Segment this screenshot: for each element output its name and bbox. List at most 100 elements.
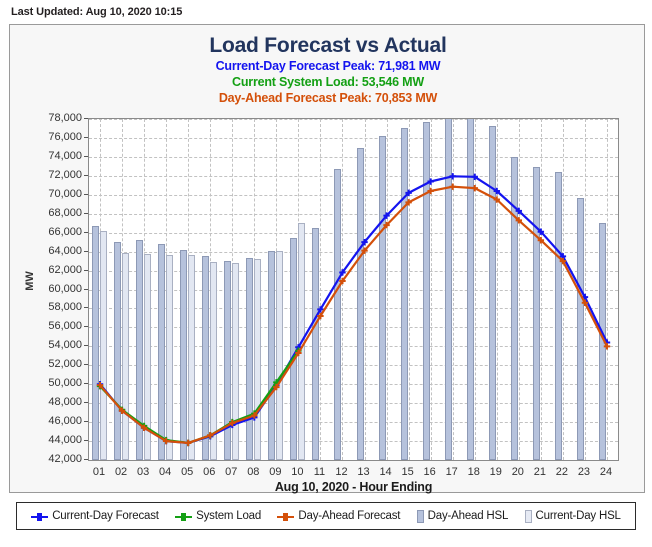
gridline-vertical (430, 119, 432, 460)
bar-current-day-hsl (254, 259, 262, 460)
x-axis-tick-label: 06 (203, 466, 216, 478)
bar-current-day-hsl (144, 253, 152, 460)
bar-day-ahead-hsl (510, 156, 518, 460)
bar-current-day-hsl (166, 255, 174, 460)
y-axis-tick-mark (84, 288, 88, 290)
x-axis-tick-label: 10 (291, 466, 304, 478)
x-axis-tick-label: 24 (599, 466, 613, 478)
legend-line-marker-icon (31, 511, 49, 522)
x-axis-tick-label: 01 (92, 466, 106, 478)
gridline-vertical (364, 119, 366, 460)
y-axis-tick-label: 58,000 (48, 301, 82, 314)
y-axis-tick-mark (84, 402, 88, 404)
y-axis-tick-label: 70,000 (48, 187, 82, 200)
bar-day-ahead-hsl (422, 121, 430, 460)
y-axis-tick-label: 74,000 (48, 149, 82, 162)
bar-current-day-hsl (188, 255, 196, 460)
x-axis-tick-label: 13 (357, 466, 370, 478)
bar-day-ahead-hsl (202, 256, 210, 460)
legend-item-current-day-forecast[interactable]: Current-Day Forecast (31, 510, 159, 522)
x-axis-tick-label: 12 (335, 466, 348, 478)
y-axis-tick-mark (84, 193, 88, 195)
y-axis-tick-label: 62,000 (48, 263, 82, 276)
bar-current-day-hsl (232, 262, 240, 460)
y-axis-tick-mark (84, 155, 88, 157)
gridline-vertical (496, 119, 498, 460)
y-axis-tick-label: 60,000 (48, 282, 82, 295)
bar-day-ahead-hsl (180, 249, 188, 460)
gridline-horizontal (89, 460, 618, 461)
x-axis-tick-label: 09 (269, 466, 282, 478)
bar-current-day-hsl (100, 230, 108, 460)
y-axis-tick-mark (84, 212, 88, 214)
bar-day-ahead-hsl (488, 125, 496, 460)
gridline-horizontal (89, 384, 618, 386)
gridline-horizontal (89, 422, 618, 424)
plot-wrapper: MW 42,000 44,000 46,000 48,000 50,000 52,000 5… (10, 25, 646, 494)
gridline-vertical (540, 119, 542, 460)
y-axis-tick-label: 72,000 (48, 168, 82, 181)
legend-item-system-load[interactable]: System Load (175, 510, 261, 522)
x-axis-tick-label: 05 (181, 466, 194, 478)
x-axis-tick-label: 22 (555, 466, 569, 478)
y-axis-tick-mark (84, 421, 88, 423)
y-axis-tick-label: 44,000 (48, 434, 82, 447)
y-axis-tick-mark (84, 307, 88, 309)
y-axis-tick-label: 56,000 (48, 320, 82, 333)
gridline-vertical (320, 119, 322, 460)
x-axis-tick-label: 14 (379, 466, 392, 478)
gridline-horizontal (89, 327, 618, 329)
gridline-horizontal (89, 156, 618, 158)
bar-day-ahead-hsl (444, 119, 452, 460)
line-current-day-forecast (96, 173, 611, 447)
gridline-vertical (452, 119, 454, 460)
x-axis-tick-label: 08 (247, 466, 260, 478)
legend-label: Current-Day Forecast (52, 510, 159, 522)
gridline-horizontal (89, 119, 618, 120)
x-axis-tick-label: 07 (225, 466, 238, 478)
y-axis-tick-label: 42,000 (48, 453, 82, 465)
x-axis-tick-label: 21 (533, 466, 546, 478)
y-axis-tick-mark (84, 440, 88, 442)
x-axis-tick-label: 03 (136, 466, 150, 478)
bar-current-day-hsl (122, 252, 130, 460)
legend-bar-marker-icon (416, 509, 424, 523)
y-axis-tick-label: 54,000 (48, 339, 82, 352)
bar-day-ahead-hsl (92, 226, 100, 460)
bar-day-ahead-hsl (268, 250, 276, 460)
y-axis-tick-mark (84, 345, 88, 347)
y-axis-tick-mark (84, 459, 88, 460)
y-axis-tick-label: 46,000 (48, 415, 82, 428)
x-axis-tick-label: 15 (401, 466, 414, 478)
gridline-horizontal (89, 137, 618, 139)
legend-label: Day-Ahead HSL (427, 510, 509, 522)
legend-item-day-ahead-hsl[interactable]: Day-Ahead HSL (416, 509, 509, 523)
bar-day-ahead-hsl (312, 227, 320, 460)
gridline-vertical (386, 119, 388, 460)
bar-day-ahead-hsl (378, 136, 386, 460)
last-updated-label: Last Updated: Aug 10, 2020 10:15 (11, 6, 183, 18)
y-axis-tick-mark (84, 231, 88, 233)
bar-day-ahead-hsl (554, 172, 562, 460)
y-axis-tick-label: 78,000 (48, 112, 82, 124)
y-axis-tick-mark (84, 250, 88, 252)
title-block: Load Forecast vs Actual Current-Day Fore… (10, 33, 646, 106)
bar-day-ahead-hsl (158, 244, 166, 460)
gridline-horizontal (89, 289, 618, 291)
gridline-vertical (606, 119, 608, 460)
bar-day-ahead-hsl (532, 167, 540, 460)
gridline-horizontal (89, 403, 618, 405)
gridline-horizontal (89, 251, 618, 253)
bar-day-ahead-hsl (400, 127, 408, 460)
gridline-vertical (562, 119, 564, 460)
legend-item-current-day-hsl[interactable]: Current-Day HSL (524, 509, 621, 523)
x-axis-tick-label: 18 (467, 466, 480, 478)
gridline-vertical (584, 119, 586, 460)
gridline-horizontal (89, 365, 618, 367)
legend-item-day-ahead-forecast[interactable]: Day-Ahead Forecast (277, 510, 400, 522)
y-axis-tick-mark (84, 136, 88, 138)
line-series-container (96, 173, 611, 447)
bar-day-ahead-hsl (334, 169, 342, 460)
bar-day-ahead-hsl (246, 258, 254, 460)
